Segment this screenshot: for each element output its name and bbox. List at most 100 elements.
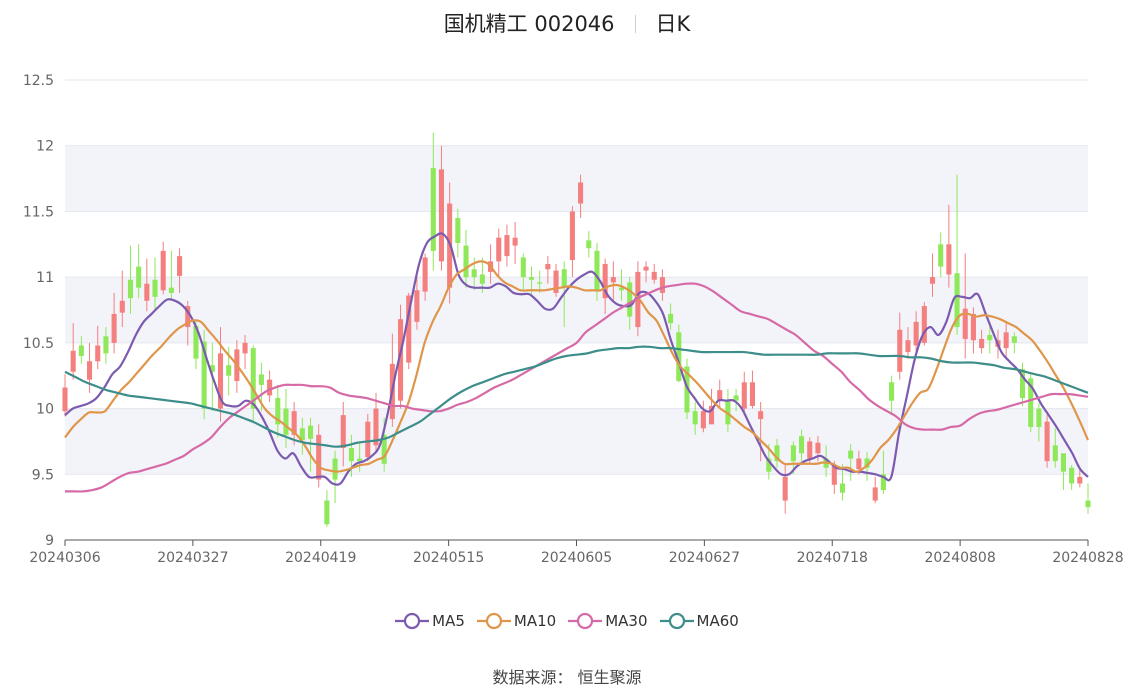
- candle-body: [422, 257, 428, 292]
- candle-body: [471, 269, 477, 278]
- legend-item-ma30[interactable]: MA30: [568, 612, 648, 630]
- candle: [799, 429, 805, 462]
- candle-body: [946, 244, 952, 275]
- candle-body: [872, 487, 878, 501]
- candle-body: [954, 273, 960, 328]
- candle-body: [528, 277, 535, 280]
- candle: [70, 323, 76, 380]
- legend-item-ma10[interactable]: MA10: [476, 612, 557, 630]
- candle: [528, 266, 535, 297]
- candle: [438, 145, 445, 271]
- candle-body: [627, 282, 633, 317]
- candle-body: [1069, 467, 1075, 484]
- candle: [700, 400, 706, 433]
- candle: [537, 270, 543, 293]
- candle-body: [111, 313, 117, 343]
- candle-body: [741, 382, 747, 409]
- candle-body: [929, 277, 936, 284]
- candle: [299, 417, 305, 455]
- candle: [889, 375, 895, 416]
- grid-band: [65, 474, 1088, 540]
- legend-marker-icon: [476, 612, 511, 630]
- candle-body: [962, 308, 968, 339]
- candle-body: [659, 277, 665, 293]
- legend-label: MA10: [513, 612, 557, 630]
- candle: [324, 490, 330, 527]
- candle: [1028, 373, 1034, 433]
- x-tick-label: 20240306: [29, 550, 100, 566]
- candle-body: [348, 448, 354, 462]
- ma-line-ma60: [64, 345, 1089, 448]
- legend-item-ma5[interactable]: MA5: [395, 612, 465, 630]
- candle: [962, 253, 968, 359]
- candle-body: [340, 415, 346, 448]
- candle: [332, 450, 338, 504]
- candle-body: [291, 411, 297, 435]
- candle: [406, 292, 412, 370]
- x-tick-label: 20240605: [541, 550, 612, 566]
- candle-body: [520, 257, 526, 278]
- candle-body: [144, 283, 150, 301]
- legend-marker-icon: [568, 612, 603, 630]
- candle: [651, 264, 657, 284]
- legend-item-ma60[interactable]: MA60: [659, 612, 739, 630]
- candle-body: [430, 168, 436, 251]
- candle-body: [839, 483, 846, 493]
- candle: [250, 345, 256, 422]
- y-tick-label: 11: [36, 270, 54, 286]
- candle-body: [201, 341, 207, 409]
- candle-body: [1052, 445, 1058, 462]
- candle-body: [365, 421, 371, 458]
- legend-marker-icon: [659, 612, 694, 630]
- candle-body: [299, 428, 305, 441]
- grid-band: [65, 80, 1088, 146]
- grid-band: [65, 211, 1088, 278]
- grid-bands: [65, 80, 1088, 540]
- candle: [95, 325, 101, 370]
- candle-body: [921, 306, 927, 343]
- candle: [422, 253, 428, 301]
- candle: [880, 450, 886, 494]
- y-tick-label: 11.5: [23, 204, 54, 220]
- candle: [1019, 362, 1026, 406]
- candle: [78, 336, 84, 364]
- candle: [758, 402, 764, 462]
- moving-average-lines: [64, 232, 1090, 493]
- candle-body: [856, 458, 862, 470]
- candle-body: [136, 266, 142, 288]
- ma-line-ma10: [64, 260, 1090, 473]
- candle-body: [70, 350, 76, 372]
- candle: [921, 302, 927, 346]
- candle: [659, 269, 665, 301]
- chart-title: 国机精工 002046 日K: [0, 8, 1134, 38]
- x-axis: 20240306 20240327 20240419 20240515 20240605…: [29, 539, 1124, 566]
- candle: [504, 224, 510, 267]
- candle: [905, 327, 911, 359]
- candle-body: [708, 405, 715, 425]
- candle-body: [398, 319, 404, 401]
- candle: [774, 438, 780, 468]
- candle: [455, 208, 461, 258]
- candle-body: [561, 269, 567, 288]
- candle-body: [848, 450, 854, 459]
- candle: [201, 329, 207, 420]
- candle-body: [815, 442, 821, 454]
- candle-body: [790, 445, 796, 462]
- candle-body: [569, 211, 575, 261]
- candle-body: [209, 365, 215, 372]
- candle: [365, 413, 371, 462]
- candle: [348, 434, 354, 477]
- candle: [602, 258, 608, 314]
- candle-body: [267, 379, 273, 396]
- candle-body: [970, 313, 976, 341]
- candle-body: [283, 408, 289, 435]
- y-tick-label: 9.5: [32, 467, 54, 483]
- candle-body: [618, 287, 625, 291]
- candle-body: [905, 340, 911, 353]
- y-tick-label: 10: [36, 402, 54, 418]
- candle-body: [357, 458, 363, 462]
- candle: [708, 388, 715, 425]
- candle: [430, 132, 436, 271]
- candle-body: [987, 334, 993, 341]
- candle-body: [692, 411, 698, 425]
